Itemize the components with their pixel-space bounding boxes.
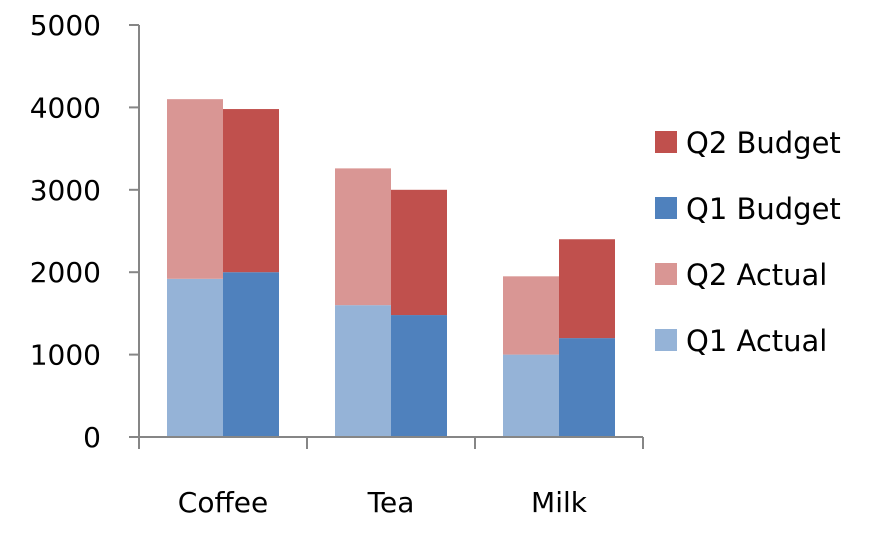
y-tick-label: 2000 [30, 256, 101, 289]
y-tick-label: 0 [83, 421, 101, 454]
x-tick-label-milk: Milk [531, 486, 588, 519]
bar-milk-q1-actual [503, 354, 559, 437]
axes-layer [129, 24, 644, 449]
legend-swatch-q2-actual [655, 263, 677, 285]
bar-coffee-q1-actual [167, 278, 223, 437]
y-tick-label: 4000 [30, 91, 101, 124]
bar-tea-q2-actual [335, 168, 391, 306]
legend-label-q2-budget: Q2 Budget [686, 126, 841, 160]
legend-label-q2-actual: Q2 Actual [686, 258, 827, 292]
bar-milk-q1-budget [559, 338, 615, 437]
bar-coffee-q1-budget [223, 272, 279, 437]
y-tick-label: 1000 [30, 339, 101, 372]
legend-swatch-q2-budget [655, 131, 677, 153]
bar-milk-q2-actual [503, 276, 559, 355]
legend-label-q1-actual: Q1 Actual [686, 324, 827, 358]
x-tick-label-tea: Tea [367, 486, 415, 519]
legend-label-q1-budget: Q1 Budget [686, 192, 841, 226]
y-tick-label: 3000 [30, 174, 101, 207]
bar-tea-q2-budget [391, 189, 447, 316]
legend-swatch-q1-budget [655, 197, 677, 219]
x-tick-label-coffee: Coffee [178, 486, 268, 519]
bar-coffee-q2-budget [223, 109, 279, 273]
bar-coffee-q2-actual [167, 99, 223, 279]
bar-tea-q1-budget [391, 315, 447, 437]
legend-swatch-q1-actual [655, 329, 677, 351]
y-tick-label: 5000 [30, 9, 101, 42]
bar-tea-q1-actual [335, 305, 391, 437]
bars-layer [167, 99, 615, 437]
tick-labels-layer: 0 1000 2000 3000 4000 5000 Coffee Tea Milk [30, 9, 588, 519]
legend: Q2 Budget Q1 Budget Q2 Actual Q1 Actual [655, 126, 841, 358]
bar-milk-q2-budget [559, 239, 615, 339]
